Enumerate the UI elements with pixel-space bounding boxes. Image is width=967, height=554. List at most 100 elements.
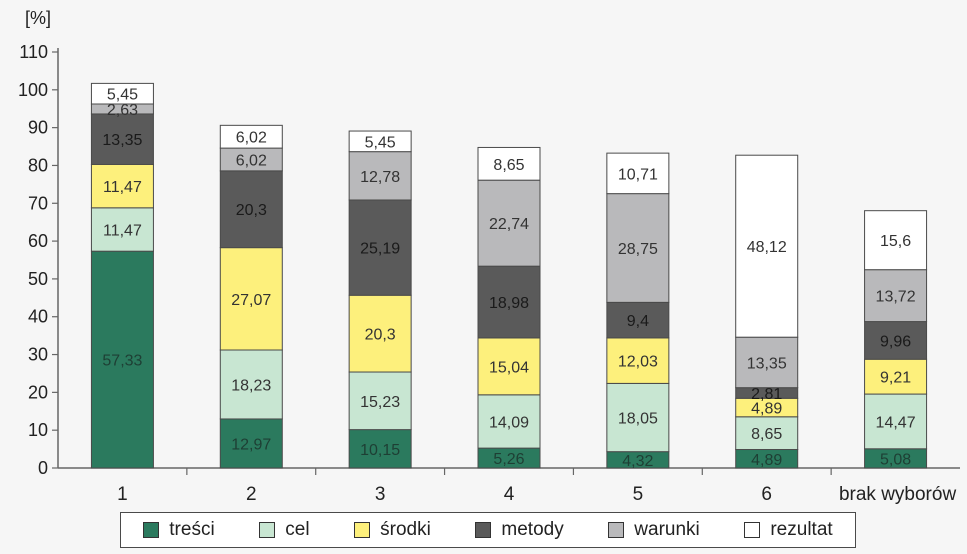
bar-segment [606, 301, 670, 339]
data-label: 9,21 [880, 370, 911, 387]
bar-segment [90, 207, 154, 252]
bar-segment [348, 371, 412, 431]
bar-segment [477, 394, 541, 449]
data-label: 11,47 [103, 179, 142, 196]
data-label: 4,32 [622, 453, 653, 470]
bar-segment [606, 193, 670, 303]
data-label: 12,03 [618, 354, 658, 371]
y-tick-label: 50 [28, 269, 48, 289]
data-label: 10,15 [360, 442, 400, 459]
legend-item-2: środki [354, 519, 431, 541]
data-label: 5,45 [365, 134, 396, 151]
data-label: 8,65 [751, 426, 782, 443]
data-label: 9,4 [627, 313, 649, 330]
data-label: 57,33 [102, 353, 142, 370]
data-label: 11,47 [103, 222, 142, 239]
bar-segment [477, 179, 541, 267]
y-tick-label: 70 [28, 193, 48, 213]
data-label: 15,04 [489, 359, 529, 376]
data-label: 10,71 [618, 166, 658, 183]
bar-segment [864, 393, 928, 450]
x-tick-label: 4 [504, 484, 515, 505]
data-label: 6,02 [236, 130, 267, 147]
data-label: 9,96 [880, 333, 911, 350]
bar-segment [219, 349, 283, 420]
bar-segment [606, 337, 670, 384]
bar-segment [90, 250, 154, 469]
x-tick-label: 6 [761, 484, 772, 505]
legend-swatch-3 [475, 522, 492, 538]
bar-segment [606, 152, 670, 195]
legend-label-0: treści [169, 519, 215, 540]
legend-swatch-2 [354, 522, 371, 538]
data-label: 8,65 [493, 157, 524, 174]
data-label: 5,26 [493, 451, 524, 468]
y-tick-label: 90 [28, 118, 48, 138]
data-label: 14,47 [876, 414, 916, 431]
x-tick-label: 2 [246, 484, 257, 505]
bar-segment [864, 269, 928, 323]
data-label: 13,35 [102, 132, 142, 149]
y-tick-label: 30 [28, 345, 48, 365]
y-tick-label: 20 [28, 382, 48, 402]
data-label: 18,98 [489, 295, 529, 312]
y-axis-label: [%] [25, 8, 51, 28]
legend-swatch-4 [608, 522, 625, 538]
bar-segment [735, 336, 799, 389]
data-label: 5,08 [880, 451, 911, 468]
data-label: 2,81 [751, 386, 782, 403]
bar-segment [348, 151, 412, 201]
bar-segment [219, 170, 283, 249]
legend-item-0: treści [143, 519, 215, 541]
x-tick-label: 3 [375, 484, 386, 505]
bar-segment [90, 113, 154, 165]
legend-item-3: metody [475, 519, 564, 541]
data-label: 12,97 [231, 436, 271, 453]
x-tick-label: 5 [633, 484, 644, 505]
y-tick-label: 80 [28, 155, 48, 175]
bar-segment [477, 265, 541, 339]
y-tick-label: 10 [28, 420, 48, 440]
legend: treści cel środki metody warunki rezulta… [120, 512, 856, 548]
bar-segment [348, 429, 412, 469]
data-label: 4,89 [751, 401, 782, 418]
data-label: 13,72 [876, 289, 916, 306]
bar-segment [864, 210, 928, 271]
legend-swatch-5 [744, 522, 761, 538]
data-label: 27,07 [231, 292, 271, 309]
data-label: 22,74 [489, 216, 529, 233]
legend-label-4: warunki [634, 519, 700, 540]
bar-segment [90, 82, 154, 105]
bar-segment [219, 247, 283, 351]
data-label: 28,75 [618, 241, 658, 258]
chart-canvas: 0102030405060708090100110[%]57,3311,4711… [18, 8, 960, 505]
bar-segment [348, 199, 412, 296]
x-tick-label: brak wyborów [839, 484, 956, 505]
bar-segment [348, 130, 412, 153]
data-label: 15,23 [360, 394, 400, 411]
data-label: 18,23 [231, 377, 271, 394]
bar-segment [864, 358, 928, 395]
bar-segment [477, 337, 541, 396]
data-label: 2,63 [107, 102, 138, 119]
legend-item-4: warunki [608, 519, 700, 541]
y-tick-label: 110 [19, 42, 48, 62]
legend-label-3: metody [501, 519, 564, 540]
y-tick-label: 40 [28, 307, 48, 327]
data-label: 18,05 [618, 411, 658, 428]
data-label: 20,3 [236, 202, 267, 219]
data-label: 48,12 [747, 239, 787, 256]
legend-swatch-1 [259, 522, 276, 538]
data-label: 14,09 [489, 414, 529, 431]
data-label: 12,78 [360, 169, 400, 186]
bar-segment [219, 124, 283, 149]
y-tick-label: 60 [28, 231, 48, 251]
legend-label-2: środki [380, 519, 431, 540]
data-label: 15,6 [880, 233, 911, 250]
legend-item-1: cel [259, 519, 310, 541]
bar-segment [606, 382, 670, 453]
legend-item-5: rezultat [744, 519, 833, 541]
bar-segment [477, 146, 541, 181]
data-label: 25,19 [360, 241, 400, 258]
